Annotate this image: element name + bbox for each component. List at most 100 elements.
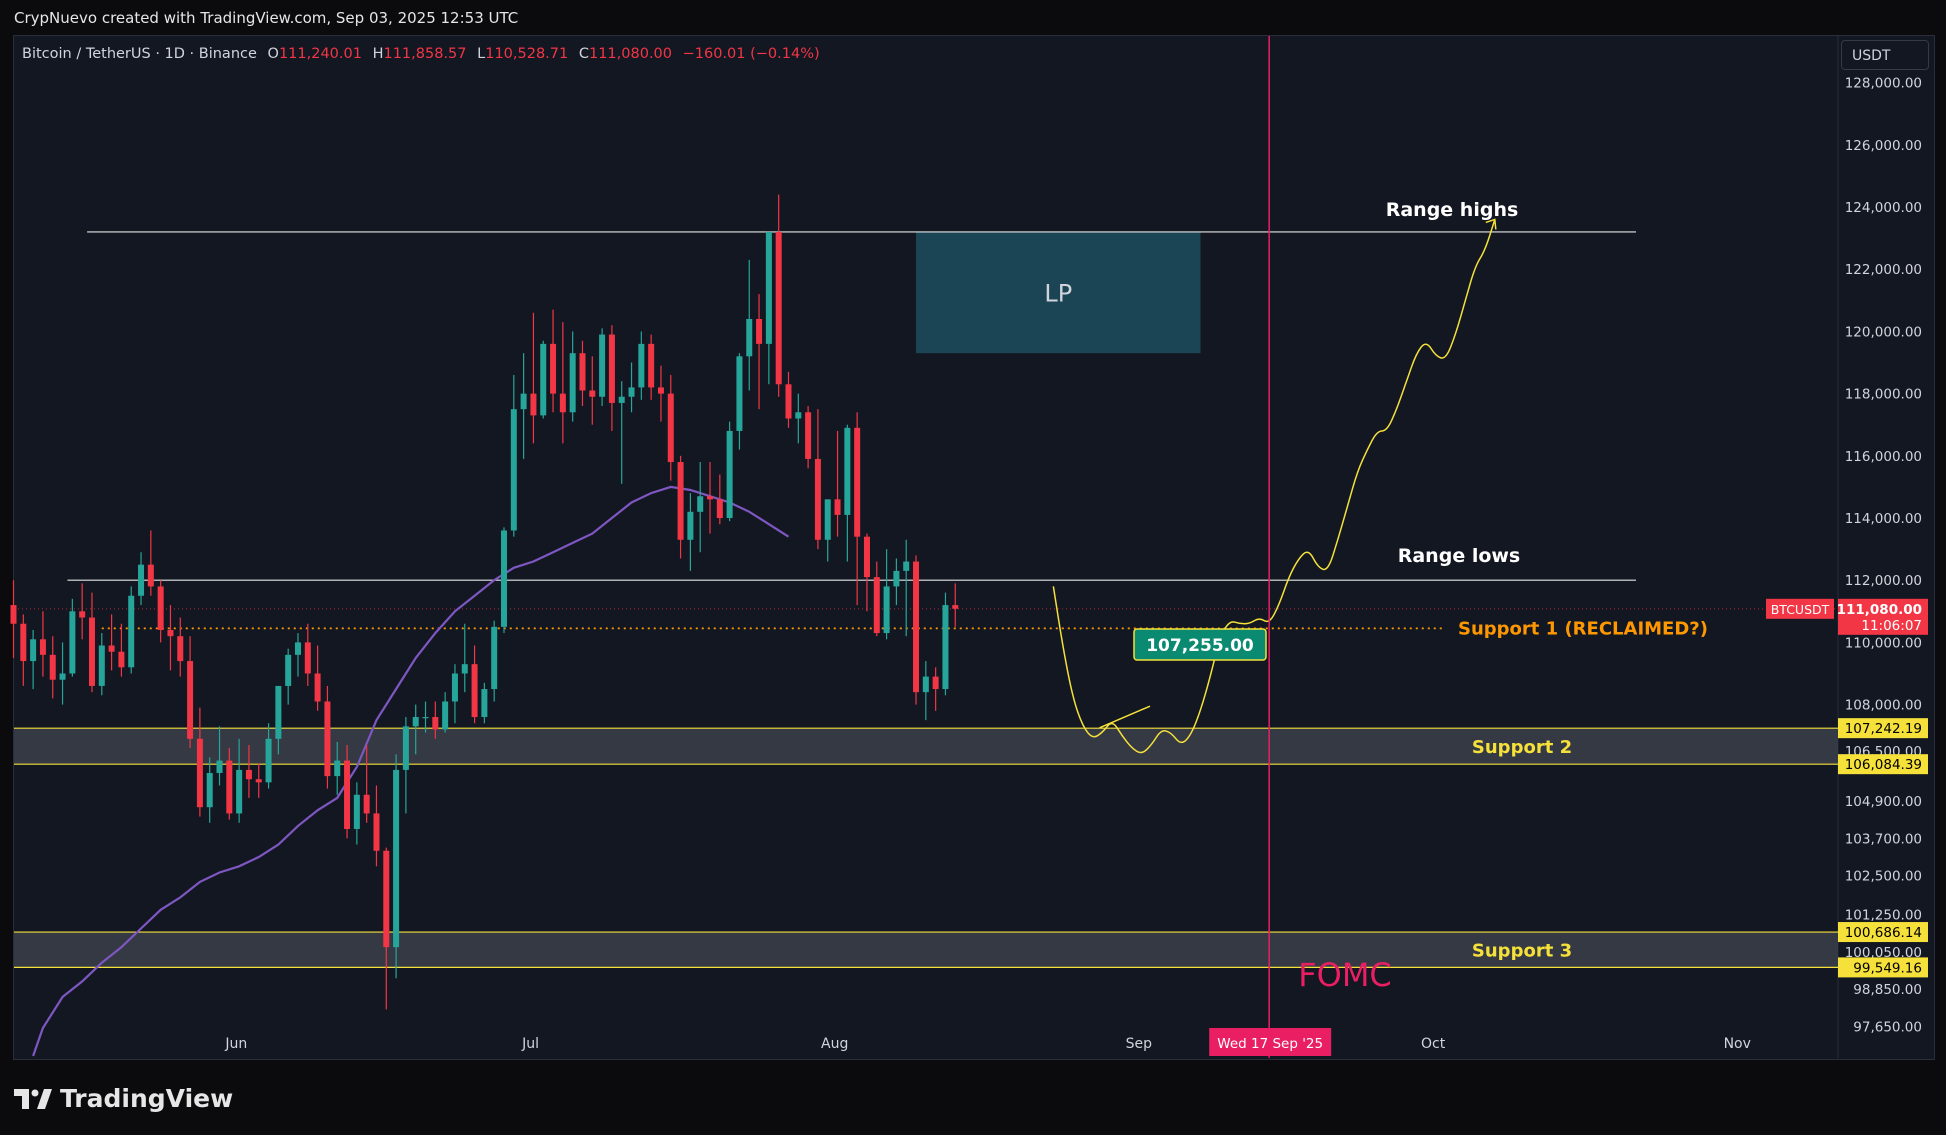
candle [569, 331, 576, 422]
candle [167, 605, 174, 671]
candle [824, 499, 831, 562]
candle [177, 617, 184, 677]
y-axis-tick-label: 102,500.00 [1845, 869, 1922, 885]
y-axis-tick-label: 98,850.00 [1853, 982, 1922, 998]
candle-body [216, 760, 223, 774]
candle-body [59, 673, 66, 680]
candle [196, 707, 203, 817]
candle-body [589, 390, 596, 397]
candle [873, 561, 880, 637]
y-axis-tick-label: 101,250.00 [1845, 908, 1922, 924]
candle-body [952, 605, 959, 609]
candle-body [39, 639, 46, 655]
y-axis-tick-label: 112,000.00 [1845, 573, 1922, 589]
high-label: H [372, 46, 384, 62]
candle-countdown: 11:06:07 [1861, 618, 1922, 634]
candle-body [167, 629, 174, 637]
candle [746, 259, 753, 391]
y-axis-tick-label: 108,000.00 [1845, 698, 1922, 714]
candle-body [559, 393, 566, 413]
chart-credit: CrypNuevo created with TradingView.com, … [14, 9, 519, 27]
candle-body [236, 769, 243, 814]
candle [471, 645, 478, 724]
candle-body [942, 605, 949, 690]
candle-body [657, 387, 664, 394]
candle [363, 745, 370, 823]
candle-body [550, 343, 557, 394]
candle [216, 726, 223, 786]
candle [118, 623, 125, 677]
candle-body [922, 676, 929, 693]
candle-body [481, 689, 488, 718]
candle-body [422, 717, 429, 719]
candle [383, 847, 390, 1010]
support-price-badge [1838, 922, 1928, 943]
candle-body [707, 496, 714, 500]
x-axis-tick-label: Aug [821, 1036, 848, 1052]
candle-body [608, 334, 615, 403]
y-axis-tick-label: 97,650.00 [1853, 1019, 1922, 1035]
support-price-badge [1838, 754, 1928, 775]
y-axis-tick-label: 120,000.00 [1845, 324, 1922, 340]
support-3-label: Support 3 [1472, 941, 1572, 962]
projection-arrow-head [1485, 218, 1497, 230]
lp-zone-label: LP [1044, 280, 1072, 308]
candle-body [893, 570, 900, 587]
candle-body [402, 726, 409, 770]
candle [579, 340, 586, 407]
candle-body [196, 738, 203, 808]
candle-body [275, 685, 282, 739]
candle [324, 685, 331, 789]
candle [844, 424, 851, 562]
candle-body [294, 642, 301, 655]
candle [206, 757, 213, 823]
candle-body [491, 626, 498, 690]
currency-button[interactable]: USDT [1841, 40, 1929, 70]
support-1-label: Support 1 (RECLAIMED?) [1458, 618, 1708, 639]
candle-body [805, 412, 812, 459]
candle [854, 412, 861, 606]
range-low-label: Range lows [1398, 545, 1521, 567]
candle [648, 334, 655, 400]
date-marker-label: Wed 17 Sep '25 [1217, 1036, 1323, 1052]
candle-body [520, 393, 527, 410]
callout-value: 107,255.00 [1146, 636, 1254, 656]
candle [245, 745, 252, 798]
candle-body [932, 676, 939, 690]
symbol-tag-badge [1766, 598, 1834, 619]
candle-body [206, 773, 213, 808]
candle [344, 745, 351, 839]
candle [69, 598, 76, 677]
support-3-zone [14, 932, 1838, 968]
candle [353, 782, 360, 845]
candle-body [667, 393, 674, 463]
high-value: 111,858.57 [383, 46, 467, 62]
candle-body [344, 760, 351, 829]
candle [255, 763, 262, 798]
x-axis-tick-label: Nov [1724, 1036, 1751, 1052]
y-axis-tick-label: 126,000.00 [1845, 138, 1922, 154]
candle [285, 648, 292, 705]
candle [510, 374, 517, 537]
tradingview-logo-icon [14, 1088, 52, 1109]
close-value: 111,080.00 [588, 46, 673, 62]
candle-body [530, 393, 537, 416]
candle-body [255, 779, 262, 783]
candle-body [677, 462, 684, 540]
candle [451, 664, 458, 724]
candle [814, 409, 821, 550]
candle-body [775, 231, 782, 385]
date-marker-badge [1209, 1028, 1332, 1056]
candle [373, 785, 380, 867]
y-axis-tick-label: 103,700.00 [1845, 831, 1922, 847]
candle [275, 685, 282, 755]
candle [491, 620, 498, 702]
candle [334, 741, 341, 795]
candle-body [314, 673, 321, 702]
candle [10, 580, 17, 658]
candle-body [69, 611, 76, 674]
ohlc-legend: Bitcoin / TetherUS · 1D · Binance O111,2… [22, 46, 820, 62]
candle [628, 362, 635, 413]
chart-area[interactable] [13, 35, 1935, 1060]
